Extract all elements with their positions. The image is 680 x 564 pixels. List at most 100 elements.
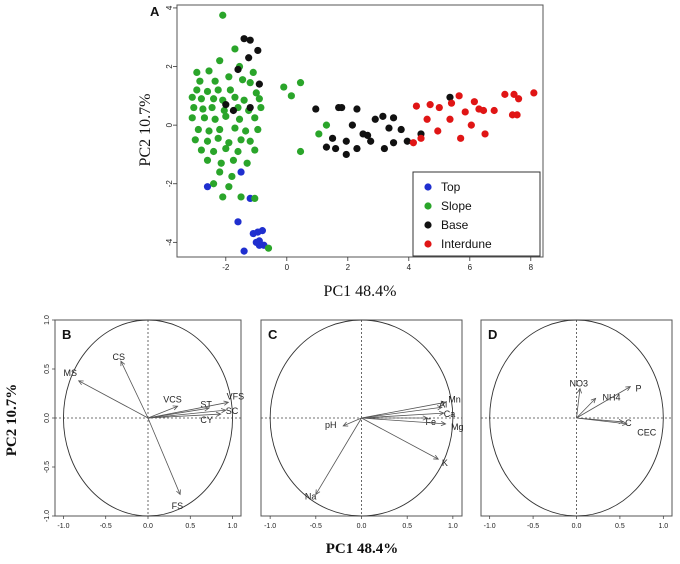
- x-tick-label: 0.5: [185, 523, 195, 530]
- data-point: [193, 68, 201, 76]
- vector-label: pH: [325, 420, 337, 430]
- loading-vector: [78, 380, 149, 419]
- data-point: [322, 121, 331, 129]
- legend-swatch: [424, 240, 432, 248]
- data-point: [240, 96, 248, 104]
- data-point: [197, 95, 205, 103]
- data-point: [216, 57, 224, 65]
- loading-vector: [147, 413, 221, 419]
- data-point: [237, 136, 245, 144]
- vector-arrowhead: [438, 410, 445, 416]
- data-point: [234, 147, 242, 156]
- vector-label: FS: [172, 501, 184, 511]
- data-point: [515, 95, 523, 103]
- vector-label: CEC: [637, 428, 657, 438]
- vector-arrowhead: [437, 405, 443, 411]
- y-tick-label: 0.0: [44, 413, 51, 423]
- loading-vector: [361, 406, 442, 419]
- vector-arrowhead: [315, 489, 321, 496]
- data-point: [203, 87, 212, 96]
- data-point: [246, 137, 254, 145]
- data-point: [446, 93, 454, 101]
- panel-a-legend: Top Slope Base Interdune: [412, 171, 541, 257]
- data-point: [412, 102, 421, 110]
- data-point: [296, 147, 305, 156]
- data-point: [322, 143, 331, 151]
- data-point: [249, 68, 257, 76]
- series-top: [203, 168, 268, 255]
- data-point: [219, 11, 227, 19]
- series-base: [222, 35, 454, 159]
- data-point: [231, 93, 239, 101]
- data-point: [255, 95, 263, 103]
- legend-label: Top: [441, 180, 461, 194]
- vector-arrowhead: [440, 421, 447, 427]
- vector-arrowhead: [625, 386, 632, 392]
- y-tick-label: 4: [165, 5, 174, 10]
- data-point: [435, 103, 443, 112]
- data-point: [246, 36, 254, 44]
- vector-label: K: [442, 458, 448, 468]
- data-point: [197, 146, 205, 154]
- data-point: [199, 105, 207, 113]
- data-point: [237, 168, 245, 176]
- data-point: [490, 106, 498, 115]
- vector-arrowhead: [203, 406, 210, 412]
- data-point: [238, 76, 247, 84]
- correlation-circle: [269, 319, 454, 517]
- correlation-circle: [489, 319, 664, 517]
- y-tick-label: 0: [165, 122, 174, 127]
- loading-vector: [343, 417, 362, 427]
- y-tick-label: -2: [165, 180, 174, 188]
- loading-vector: [147, 405, 178, 419]
- data-point: [222, 101, 230, 109]
- data-point: [234, 218, 242, 226]
- data-point: [205, 67, 213, 75]
- loading-vector: [576, 386, 631, 419]
- data-point: [225, 73, 233, 81]
- data-point: [397, 125, 405, 134]
- loading-vector: [315, 417, 362, 495]
- legend-box: [412, 171, 541, 257]
- vector-arrowhead: [590, 397, 597, 404]
- data-point: [211, 77, 219, 85]
- correlation-circle: [63, 319, 233, 517]
- data-point: [203, 137, 212, 145]
- vector-arrowhead: [120, 360, 126, 367]
- data-point: [342, 150, 350, 159]
- bottom-y-axis-title: PC2 10.7%: [4, 384, 20, 457]
- x-tick-label: 0.0: [143, 523, 153, 530]
- data-point: [446, 115, 454, 123]
- data-point: [481, 130, 489, 138]
- data-point: [240, 247, 248, 255]
- vector-label: CY: [200, 415, 213, 425]
- vector-arrowhead: [77, 380, 84, 386]
- data-point: [353, 144, 361, 153]
- data-point: [240, 35, 248, 43]
- y-tick-label: -1.0: [44, 510, 51, 522]
- data-point: [235, 115, 244, 123]
- data-point: [231, 45, 239, 53]
- data-point: [417, 134, 425, 142]
- panel-c-letter: C: [268, 327, 278, 342]
- legend-swatch: [424, 221, 432, 229]
- data-point: [216, 125, 224, 134]
- data-point: [228, 172, 236, 181]
- data-point: [510, 90, 518, 98]
- loading-vector: [361, 401, 446, 419]
- data-point: [211, 115, 219, 123]
- data-point: [315, 130, 323, 138]
- data-point: [191, 136, 199, 144]
- x-tick-label: -0.5: [527, 523, 539, 530]
- x-tick-label: -1.0: [264, 523, 276, 530]
- data-point: [312, 105, 320, 113]
- vector-arrowhead: [220, 408, 227, 414]
- data-point: [210, 180, 218, 188]
- data-point: [245, 54, 253, 62]
- panel-a-ticks: -2 0 2 4 6 8 -4 -2 0 2 4: [165, 5, 534, 272]
- data-point: [254, 125, 262, 134]
- data-point: [214, 134, 222, 142]
- x-tick-label: -0.5: [100, 523, 112, 530]
- loading-vector: [576, 417, 627, 425]
- data-point: [434, 127, 442, 135]
